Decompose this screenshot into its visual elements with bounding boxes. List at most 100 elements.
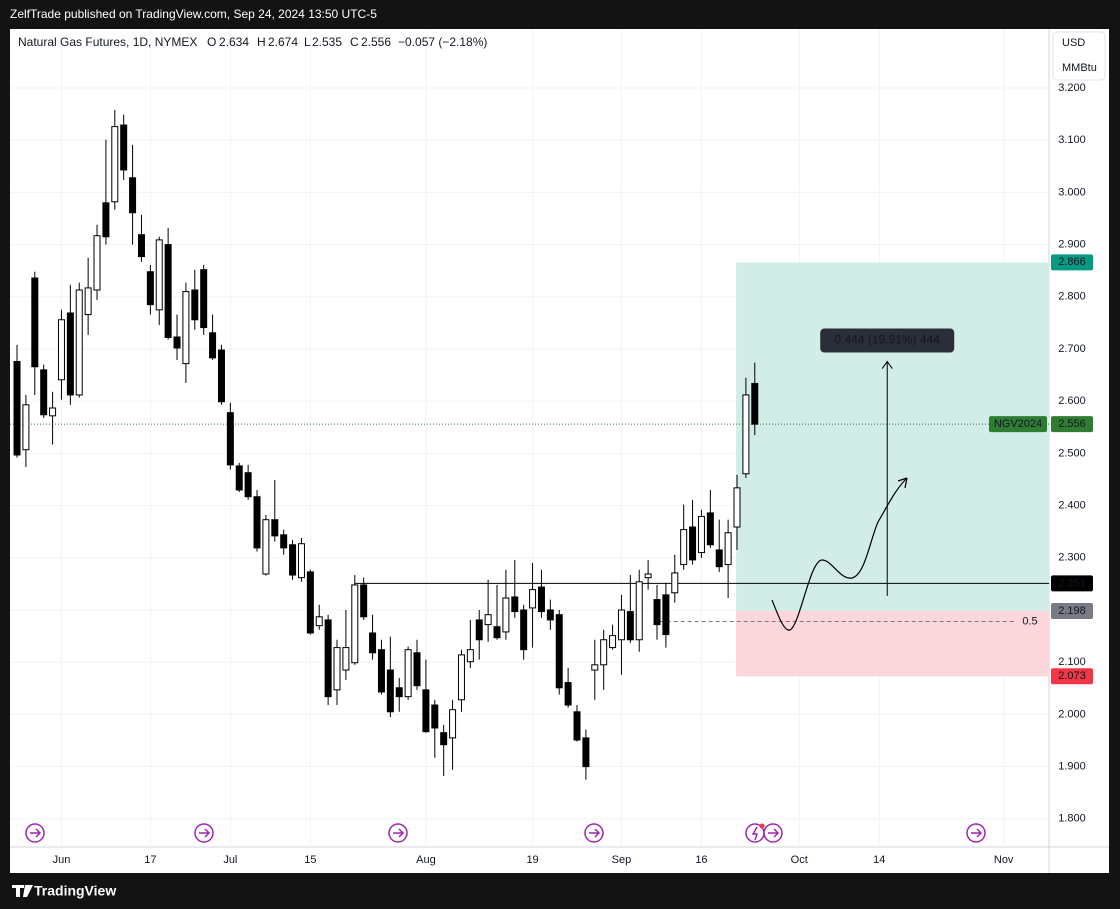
candle-body	[626, 611, 634, 641]
y-tick-label: 1.900	[1058, 761, 1086, 773]
candle-body	[129, 177, 137, 214]
price-tag	[1051, 603, 1093, 620]
candle-body	[457, 654, 465, 701]
event-glyphs	[30, 826, 983, 841]
logo-icon	[12, 885, 33, 897]
candle-body	[75, 289, 83, 396]
candle-body	[404, 649, 412, 698]
candle-body	[662, 594, 670, 636]
candle-body	[475, 619, 483, 641]
candle-body	[244, 472, 252, 498]
y-tick-label: 1.800	[1058, 813, 1086, 825]
candle-body	[235, 465, 243, 491]
candle-body	[377, 649, 385, 693]
candle-body	[395, 687, 403, 698]
candle-body	[671, 572, 679, 594]
symbol-tag-label: NGV2024	[994, 418, 1042, 430]
loss-zone	[736, 611, 1049, 677]
event-dot	[759, 823, 765, 829]
events	[25, 823, 986, 843]
ohlc-key: O	[207, 35, 216, 49]
x-tick-label: 14	[873, 854, 885, 866]
candle-body	[280, 534, 288, 549]
profit-zone	[736, 262, 1049, 612]
candle-body	[635, 581, 643, 641]
candle-body	[333, 647, 341, 691]
ohlc-key: L	[304, 35, 311, 49]
y-tick-label: 2.500	[1058, 447, 1086, 459]
candle-body	[573, 711, 581, 741]
candle-body	[31, 277, 39, 368]
candle-body	[351, 584, 359, 664]
price-tag-label: 2.866	[1058, 256, 1086, 268]
candle-body	[413, 652, 421, 687]
ohlc-key: C	[350, 35, 359, 49]
x-tick-label: 16	[695, 854, 707, 866]
unit-box[interactable]	[1052, 31, 1106, 81]
ohlc-key: H	[257, 35, 266, 49]
candle-body	[715, 549, 723, 568]
hand-drawn-path	[771, 477, 908, 631]
candle-body	[386, 669, 394, 713]
candle-body	[22, 404, 30, 451]
price-tag	[1051, 254, 1093, 271]
candle-body	[582, 737, 590, 768]
x-tick-label: Sep	[612, 854, 632, 866]
candle-body	[342, 647, 350, 671]
candle-body	[49, 407, 57, 417]
candle-body	[529, 589, 537, 609]
candle-body	[520, 609, 528, 651]
y-tick-label: 2.400	[1058, 500, 1086, 512]
candle-body	[66, 312, 74, 396]
x-tick-label: Aug	[416, 854, 436, 866]
candle-body	[431, 704, 439, 729]
candle-body	[689, 526, 697, 561]
ohlc-value: 2.556	[361, 35, 391, 49]
candle-body	[102, 202, 110, 238]
candle-body	[146, 271, 154, 306]
ohlc-value: 2.535	[312, 35, 342, 49]
candle-body	[262, 519, 270, 575]
x-tick-label: 17	[144, 854, 156, 866]
currency[interactable]: USD	[1062, 37, 1085, 49]
candle-body	[564, 682, 572, 706]
symbol: Natural Gas Futures, 1D, NYMEX	[18, 35, 197, 49]
candle-body	[297, 543, 305, 579]
candle-body	[742, 394, 750, 475]
candle-body	[182, 291, 190, 365]
price-tag-label: 2.073	[1058, 670, 1086, 682]
candle-body	[226, 412, 234, 466]
candle-body	[466, 649, 474, 663]
publisher: ZelfTrade published on TradingView.com, …	[10, 7, 377, 21]
candle-body	[57, 319, 65, 381]
x-tick-label: 19	[526, 854, 538, 866]
candle-body	[40, 369, 48, 416]
candle-body	[93, 235, 101, 291]
candle-body	[502, 597, 510, 633]
candle-body	[173, 336, 181, 349]
ohlc-value: 2.634	[219, 35, 249, 49]
candle-body	[706, 512, 714, 546]
candle-body	[315, 616, 323, 627]
candle-body	[653, 599, 661, 626]
candle-body	[591, 664, 599, 671]
candle-body	[555, 614, 563, 689]
candle-body	[271, 519, 279, 537]
candle-body	[484, 614, 492, 626]
candle-body	[155, 239, 163, 311]
candle-body	[191, 289, 199, 321]
price-tag	[1051, 575, 1093, 592]
candle-body	[84, 287, 92, 316]
brand: TradingView	[34, 883, 116, 899]
measure-arrowhead	[881, 360, 893, 369]
candle-body	[217, 349, 225, 403]
y-tick-label: 2.700	[1058, 343, 1086, 355]
candle-body	[511, 596, 519, 613]
candle-body	[13, 361, 21, 456]
x-tick-label: Oct	[791, 854, 808, 866]
candle-body	[111, 126, 119, 203]
x-tick-label: Jun	[53, 854, 71, 866]
unit[interactable]: MMBtu	[1062, 62, 1097, 74]
candle-body	[724, 532, 732, 566]
